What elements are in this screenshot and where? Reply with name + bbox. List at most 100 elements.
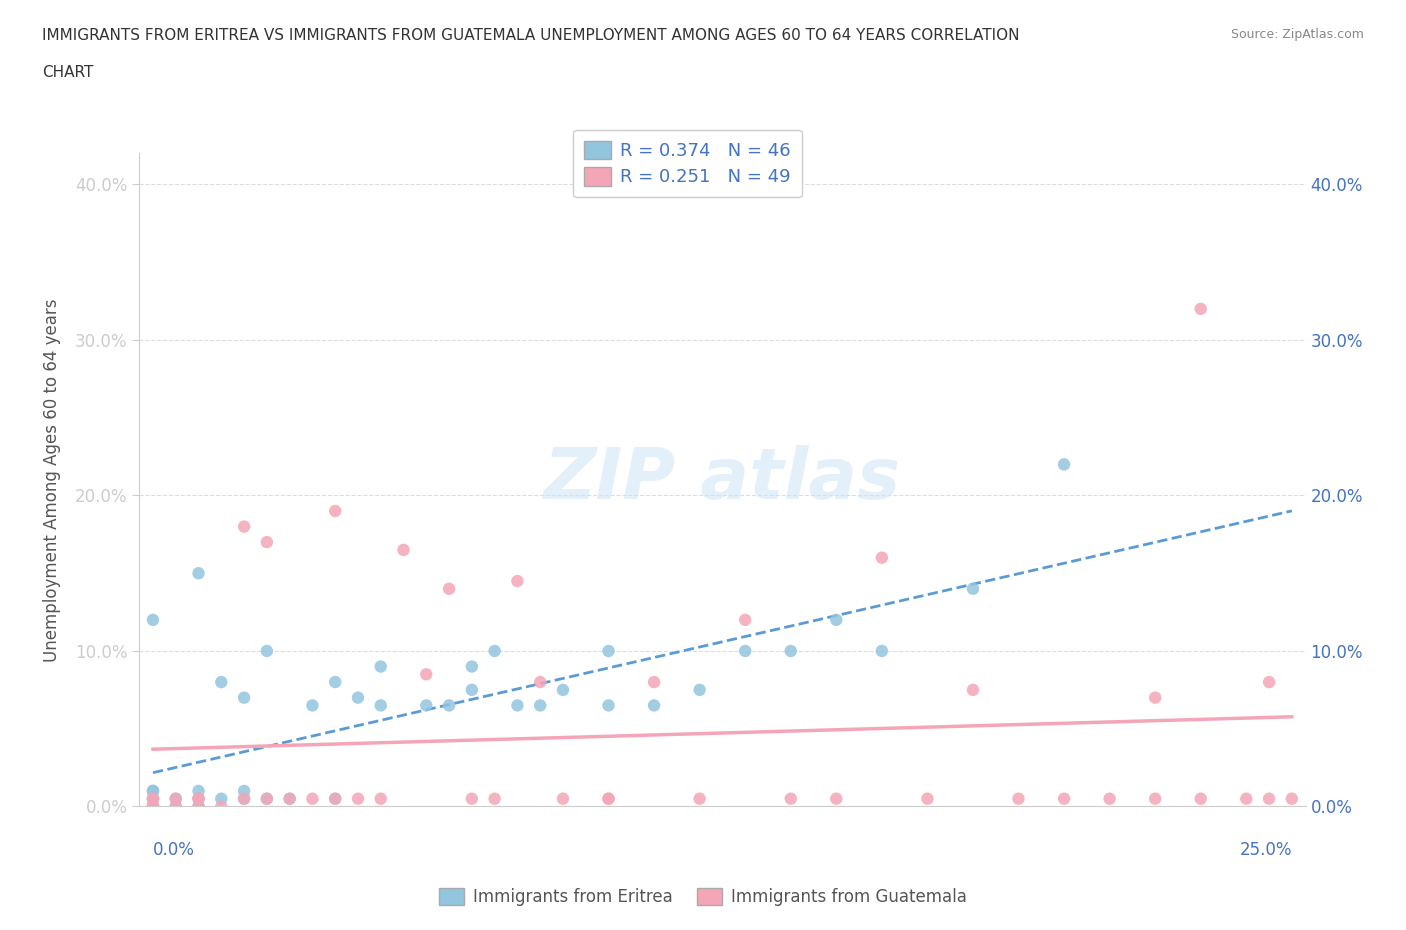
Point xyxy=(415,698,437,712)
Text: IMMIGRANTS FROM ERITREA VS IMMIGRANTS FROM GUATEMALA UNEMPLOYMENT AMONG AGES 60 : IMMIGRANTS FROM ERITREA VS IMMIGRANTS FR… xyxy=(42,28,1019,43)
Point xyxy=(323,791,346,806)
Text: ZIP atlas: ZIP atlas xyxy=(544,445,901,514)
Point xyxy=(233,519,256,534)
Point xyxy=(209,791,232,806)
Point xyxy=(1144,791,1167,806)
Point xyxy=(1144,690,1167,705)
Point xyxy=(278,791,301,806)
Point xyxy=(870,644,893,658)
Point xyxy=(506,574,529,589)
Point xyxy=(142,791,165,806)
Point xyxy=(370,698,392,712)
Point xyxy=(323,503,346,518)
Point xyxy=(347,690,370,705)
Point xyxy=(598,644,620,658)
Point xyxy=(256,644,278,658)
Point xyxy=(187,799,209,814)
Point xyxy=(1007,791,1029,806)
Point xyxy=(165,791,187,806)
Point xyxy=(233,791,256,806)
Point xyxy=(415,667,437,682)
Point xyxy=(233,791,256,806)
Point xyxy=(870,551,893,565)
Point xyxy=(551,683,574,698)
Point xyxy=(187,783,209,798)
Point xyxy=(529,674,551,689)
Point xyxy=(142,791,165,806)
Point xyxy=(461,659,484,674)
Point xyxy=(437,581,460,596)
Point xyxy=(1053,791,1076,806)
Point xyxy=(1053,457,1076,472)
Point xyxy=(437,698,460,712)
Point xyxy=(1258,791,1281,806)
Point xyxy=(142,799,165,814)
Point xyxy=(506,698,529,712)
Point xyxy=(962,683,984,698)
Point xyxy=(165,791,187,806)
Point xyxy=(187,791,209,806)
Point xyxy=(370,791,392,806)
Point xyxy=(142,791,165,806)
Text: Source: ZipAtlas.com: Source: ZipAtlas.com xyxy=(1230,28,1364,41)
Point xyxy=(643,698,665,712)
Point xyxy=(347,791,370,806)
Point xyxy=(165,799,187,814)
Point xyxy=(529,698,551,712)
Point xyxy=(323,791,346,806)
Point xyxy=(1234,791,1257,806)
Point xyxy=(643,674,665,689)
Point xyxy=(598,791,620,806)
Point xyxy=(209,674,232,689)
Point xyxy=(278,791,301,806)
Point xyxy=(551,791,574,806)
Point xyxy=(165,799,187,814)
Point xyxy=(825,613,848,628)
Point xyxy=(187,791,209,806)
Point xyxy=(598,698,620,712)
Point xyxy=(1258,674,1281,689)
Point xyxy=(1189,791,1212,806)
Point xyxy=(779,791,801,806)
Point xyxy=(142,613,165,628)
Point xyxy=(1281,791,1303,806)
Point xyxy=(917,791,939,806)
Point xyxy=(142,783,165,798)
Point xyxy=(1098,791,1121,806)
Point xyxy=(233,690,256,705)
Text: 25.0%: 25.0% xyxy=(1239,842,1292,859)
Point xyxy=(825,791,848,806)
Point xyxy=(461,683,484,698)
Point xyxy=(187,565,209,580)
Point xyxy=(256,791,278,806)
Text: CHART: CHART xyxy=(42,65,94,80)
Point xyxy=(598,791,620,806)
Point xyxy=(484,644,506,658)
Point xyxy=(689,683,711,698)
Point xyxy=(256,535,278,550)
Point xyxy=(209,799,232,814)
Point xyxy=(142,783,165,798)
Point xyxy=(734,613,756,628)
Point xyxy=(142,799,165,814)
Point xyxy=(142,791,165,806)
Point xyxy=(392,542,415,557)
Point xyxy=(484,791,506,806)
Point xyxy=(187,791,209,806)
Point xyxy=(187,799,209,814)
Point xyxy=(142,799,165,814)
Point xyxy=(323,674,346,689)
Point xyxy=(734,644,756,658)
Point xyxy=(461,791,484,806)
Point xyxy=(142,799,165,814)
Point xyxy=(689,791,711,806)
Point xyxy=(256,791,278,806)
Legend: Immigrants from Eritrea, Immigrants from Guatemala: Immigrants from Eritrea, Immigrants from… xyxy=(433,881,973,912)
Legend: R = 0.374   N = 46, R = 0.251   N = 49: R = 0.374 N = 46, R = 0.251 N = 49 xyxy=(574,130,801,197)
Point xyxy=(301,698,323,712)
Point xyxy=(779,644,801,658)
Point xyxy=(301,791,323,806)
Point xyxy=(370,659,392,674)
Point xyxy=(1189,301,1212,316)
Point xyxy=(142,799,165,814)
